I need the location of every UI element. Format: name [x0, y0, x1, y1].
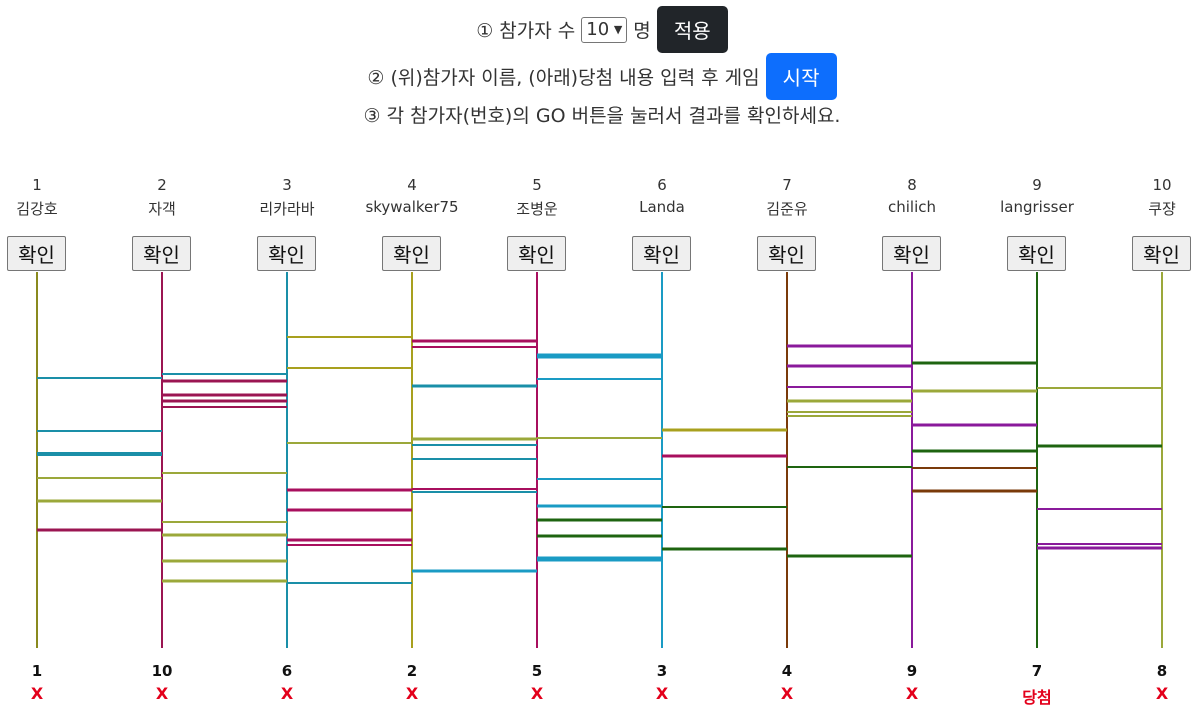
- result-text[interactable]: X: [30, 684, 44, 703]
- player-number: 10: [1152, 176, 1172, 194]
- result-text[interactable]: X: [780, 684, 794, 703]
- confirm-button[interactable]: 확인: [632, 236, 691, 271]
- step3-text: ③ 각 참가자(번호)의 GO 버튼을 눌러서 결과를 확인하세요.: [363, 104, 841, 127]
- result-number: 4: [781, 662, 793, 680]
- player-name[interactable]: 조병운: [516, 200, 558, 218]
- step1-suffix: 명: [633, 20, 651, 42]
- player-name[interactable]: langrisser: [1000, 198, 1074, 216]
- confirm-button[interactable]: 확인: [257, 236, 316, 271]
- result-text[interactable]: X: [405, 684, 419, 703]
- result-number: 10: [151, 662, 173, 680]
- player-name[interactable]: 자객: [148, 200, 176, 218]
- player-number: 5: [532, 176, 542, 194]
- player-number: 3: [282, 176, 292, 194]
- player-name[interactable]: 쿠쟝: [1148, 200, 1176, 218]
- player-name[interactable]: chilich: [887, 198, 936, 216]
- result-number: 2: [406, 662, 418, 680]
- confirm-button[interactable]: 확인: [507, 236, 566, 271]
- step1-row: ① 참가자 수 10 ▼ 명 적용: [0, 6, 1204, 53]
- player-number: 4: [407, 176, 417, 194]
- confirm-button[interactable]: 확인: [132, 236, 191, 271]
- result-number: 8: [1156, 662, 1168, 680]
- player-name[interactable]: 김강호: [16, 200, 58, 218]
- result-text[interactable]: X: [1155, 684, 1169, 703]
- result-text[interactable]: X: [530, 684, 544, 703]
- confirm-button[interactable]: 확인: [1132, 236, 1191, 271]
- step3-row: ③ 각 참가자(번호)의 GO 버튼을 눌러서 결과를 확인하세요.: [0, 100, 1204, 128]
- result-text[interactable]: 당첨: [1022, 688, 1052, 707]
- result-text[interactable]: X: [155, 684, 169, 703]
- confirm-button[interactable]: 확인: [757, 236, 816, 271]
- participant-count-value: 10: [586, 19, 610, 40]
- apply-button[interactable]: 적용: [656, 6, 728, 53]
- result-text[interactable]: X: [905, 684, 919, 703]
- chevron-down-icon: ▼: [613, 23, 623, 36]
- result-number: 1: [31, 662, 43, 680]
- player-number: 7: [782, 176, 792, 194]
- result-text[interactable]: X: [655, 684, 669, 703]
- player-number: 1: [32, 176, 42, 194]
- player-name[interactable]: 김준유: [766, 200, 808, 218]
- player-number: 8: [907, 176, 917, 194]
- result-number: 9: [906, 662, 918, 680]
- confirm-button[interactable]: 확인: [1007, 236, 1066, 271]
- result-number: 3: [656, 662, 668, 680]
- confirm-button[interactable]: 확인: [382, 236, 441, 271]
- step2-row: ② (위)참가자 이름, (아래)당첨 내용 입력 후 게임 시작: [0, 53, 1204, 100]
- player-name[interactable]: skywalker75: [365, 198, 459, 216]
- player-name[interactable]: 리카라바: [259, 200, 315, 218]
- result-text[interactable]: X: [280, 684, 294, 703]
- player-number: 2: [157, 176, 167, 194]
- result-number: 7: [1031, 662, 1043, 680]
- participant-count-select[interactable]: 10 ▼: [581, 16, 628, 43]
- player-number: 9: [1032, 176, 1042, 194]
- player-name[interactable]: Landa: [639, 198, 685, 216]
- result-number: 5: [531, 662, 543, 680]
- step1-prefix: ① 참가자 수: [476, 20, 576, 42]
- player-number: 6: [657, 176, 667, 194]
- start-button[interactable]: 시작: [765, 53, 837, 100]
- result-number: 6: [281, 662, 293, 680]
- confirm-button[interactable]: 확인: [7, 236, 66, 271]
- step2-text: ② (위)참가자 이름, (아래)당첨 내용 입력 후 게임: [367, 67, 760, 89]
- confirm-button[interactable]: 확인: [882, 236, 941, 271]
